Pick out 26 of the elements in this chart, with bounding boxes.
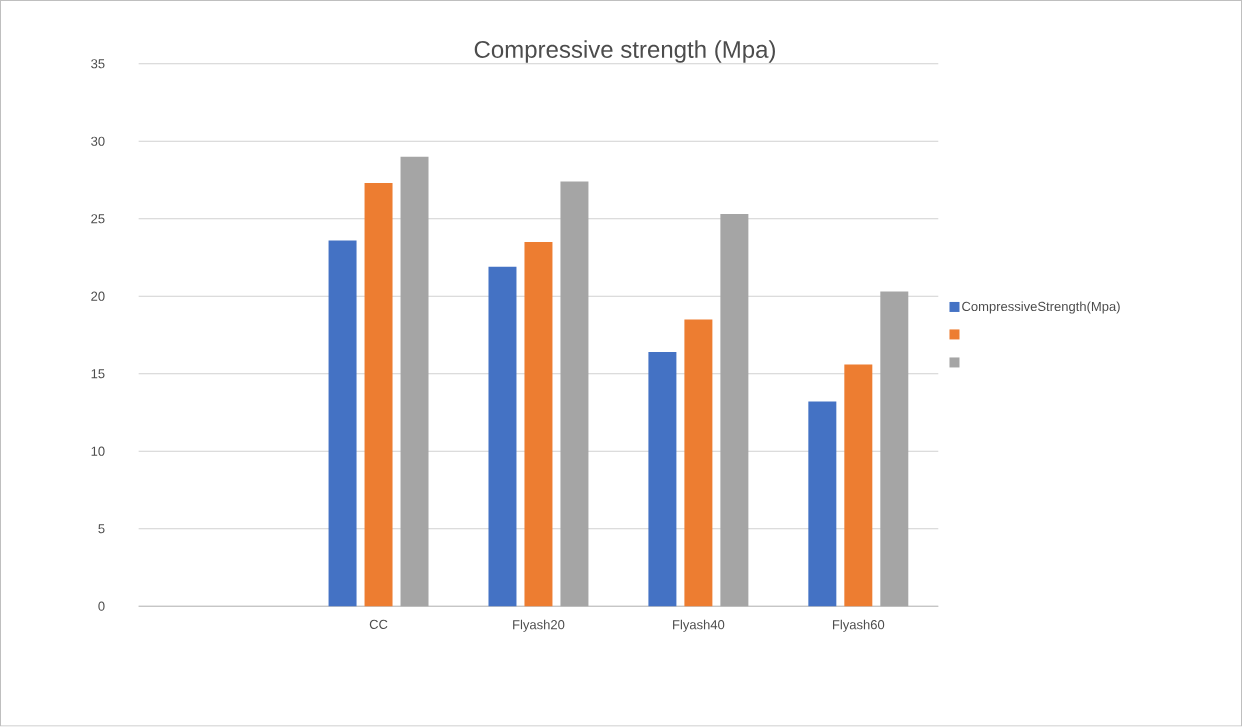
chart-title: Compressive strength (Mpa) bbox=[474, 40, 775, 63]
bar bbox=[400, 156, 429, 607]
bar bbox=[648, 352, 677, 607]
bar bbox=[720, 214, 749, 607]
y-tick-label: 35 bbox=[91, 59, 105, 69]
bar bbox=[560, 181, 589, 607]
x-tick-label: Flyash60 bbox=[832, 619, 885, 633]
y-tick-label: 15 bbox=[91, 369, 105, 379]
y-tick-label: 25 bbox=[91, 214, 105, 224]
bar bbox=[328, 240, 357, 607]
x-tick-label: Flyash20 bbox=[513, 619, 565, 633]
bar bbox=[880, 291, 909, 607]
bar bbox=[844, 364, 873, 607]
y-tick-label: 30 bbox=[91, 136, 105, 147]
y-tick-label: 20 bbox=[91, 291, 105, 302]
legend-label: CompressiveStrength(Mpa) bbox=[962, 301, 1120, 314]
bar bbox=[684, 319, 713, 607]
x-tick-label: CC bbox=[369, 619, 388, 630]
bar bbox=[488, 266, 517, 607]
y-tick-label: 5 bbox=[98, 524, 105, 534]
bar bbox=[524, 242, 553, 607]
x-tick-label: Flyash40 bbox=[673, 619, 725, 633]
y-tick-label: 0 bbox=[98, 601, 105, 611]
bar bbox=[808, 401, 837, 607]
y-tick-label: 10 bbox=[91, 446, 105, 457]
bar bbox=[364, 183, 393, 607]
